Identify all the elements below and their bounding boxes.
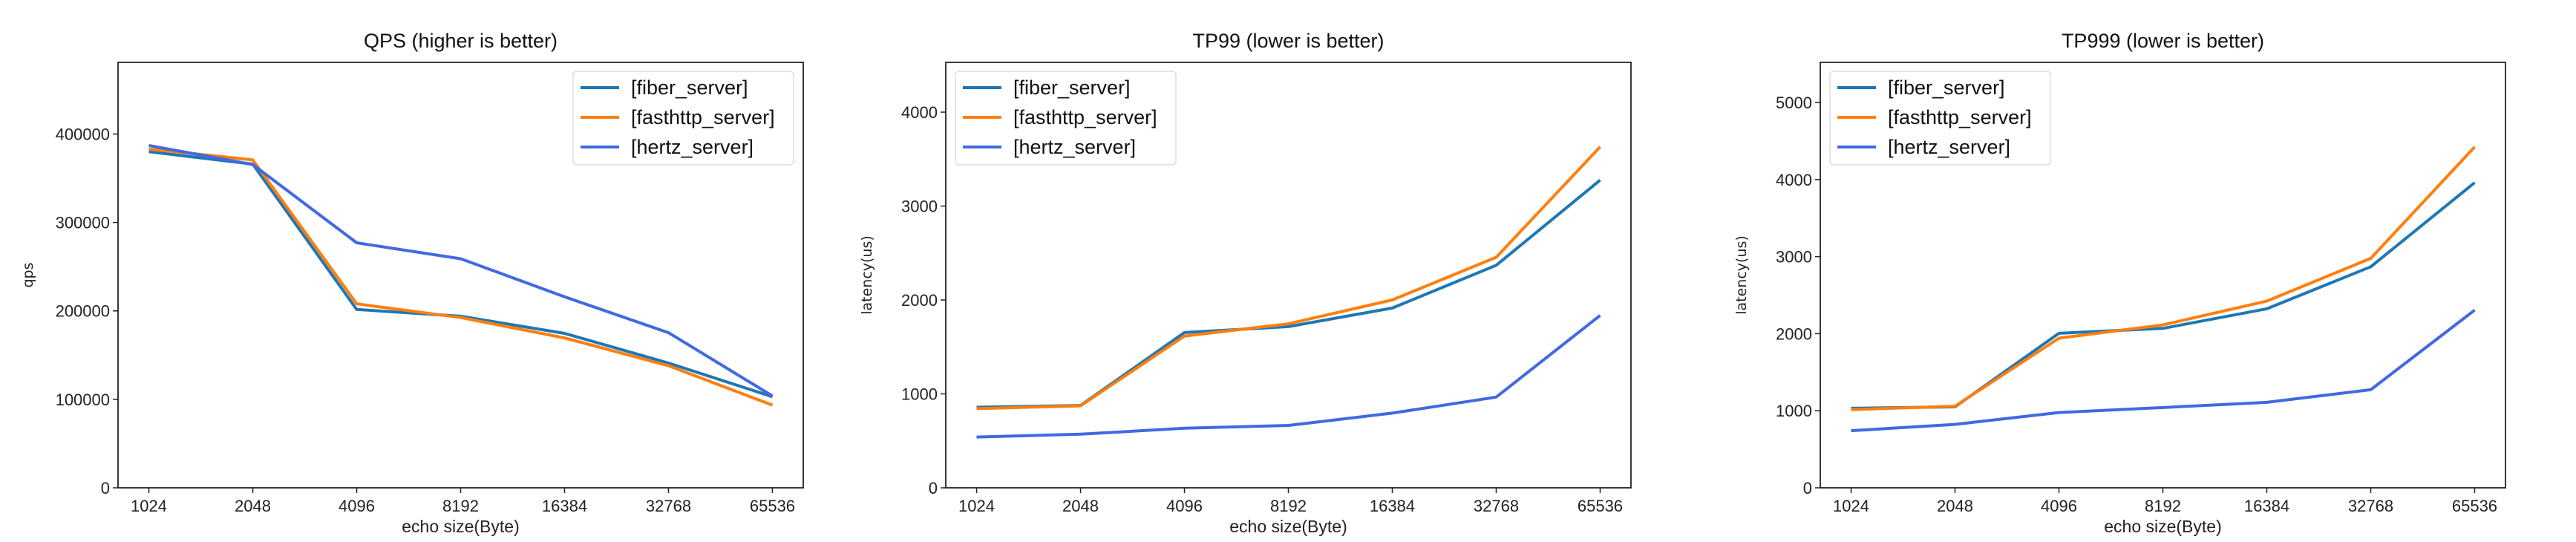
series-line-fiber_server [1851,181,2476,410]
y-tick-label: 5000 [1776,94,1812,112]
series-line-fasthttp_server [1851,146,2476,411]
chart-2: TP99 (lower is better) 1024 2048 4096 8192 16… [859,30,1632,536]
y-tick-label: 4000 [1776,171,1812,189]
chart-title: TP999 (lower is better) [2062,30,2264,52]
x-tick-label: 16384 [2244,497,2289,515]
x-tick-label: 16384 [542,497,587,515]
x-tick-label: 4096 [339,497,375,515]
y-tick-label: 400000 [56,125,110,143]
x-tick-label: 2048 [1062,497,1099,515]
x-tick-label: 32768 [646,497,691,515]
y-tick-label: 0 [1803,479,1812,497]
x-tick-label: 1024 [958,497,995,515]
legend-box [955,71,1177,166]
y-axis-label: latency(us) [1733,235,1750,315]
y-tick-label: 1000 [1776,402,1812,420]
x-tick-label: 32768 [2348,497,2393,515]
legend: [fiber_server] [fasthttp_server] [hertz_se… [572,71,794,166]
x-tick-label: 4096 [2041,497,2077,515]
y-tick-label: 3000 [901,197,938,216]
y-tick-label: 4000 [901,103,938,122]
y-tick-label: 1000 [901,385,938,404]
x-tick-label: 8192 [1270,497,1307,515]
chart-1: QPS (higher is better) 1024 2048 4096 8192 16… [20,30,804,536]
x-axis-label: echo size(Byte) [402,517,520,536]
chart-title: QPS (higher is better) [364,30,558,52]
legend-label: [fasthttp_server] [1888,106,2032,128]
legend-box [1829,71,2051,166]
x-tick-label: 4096 [1166,497,1203,515]
chart-title: TP99 (lower is better) [1192,30,1384,52]
x-tick-label: 32768 [1474,497,1519,515]
x-tick-label: 16384 [1370,497,1415,515]
x-tick-label: 2048 [235,497,271,515]
x-axis-label: echo size(Byte) [2104,517,2222,536]
legend-label: [fasthttp_server] [631,106,775,128]
x-tick-label: 65536 [1578,497,1623,515]
y-tick-label: 2000 [1776,324,1812,343]
y-axis-label: latency(us) [859,235,875,315]
y-tick-label: 3000 [1776,248,1812,267]
series-line-hertz_server [148,144,774,398]
series-line-fiber_server [148,150,774,399]
legend-label: [fiber_server] [1013,76,1131,99]
y-tick-label: 0 [101,479,110,497]
x-tick-label: 65536 [2452,497,2497,515]
x-tick-label: 2048 [1937,497,1973,515]
legend-label: [fiber_server] [631,76,748,99]
x-tick-label: 65536 [750,497,795,515]
legend-label: [hertz_server] [631,136,753,158]
x-tick-label: 1024 [131,497,167,515]
y-tick-label: 300000 [56,214,110,232]
chart-3: TP999 (lower is better) 1024 2048 4096 8192 1… [1733,30,2506,536]
y-tick-label: 100000 [56,391,110,409]
y-tick-label: 200000 [56,302,110,321]
legend-label: [fiber_server] [1888,76,2005,99]
legend-label: [hertz_server] [1888,136,2010,158]
series-line-fasthttp_server [976,146,1601,411]
x-tick-label: 1024 [1833,497,1869,515]
x-axis-label: echo size(Byte) [1229,517,1347,536]
legend-box [572,71,794,166]
legend-label: [hertz_server] [1013,136,1136,158]
y-tick-label: 2000 [901,291,938,310]
legend: [fiber_server] [fasthttp_server] [hertz_se… [955,71,1177,166]
series-line-fiber_server [976,179,1601,409]
x-tick-label: 8192 [442,497,479,515]
y-axis-label: qps [20,262,36,287]
legend: [fiber_server] [fasthttp_server] [hertz_se… [1829,71,2051,166]
y-tick-label: 0 [929,479,938,497]
series-line-hertz_server [976,314,1601,439]
legend-label: [fasthttp_server] [1013,106,1157,128]
x-tick-label: 8192 [2145,497,2181,515]
